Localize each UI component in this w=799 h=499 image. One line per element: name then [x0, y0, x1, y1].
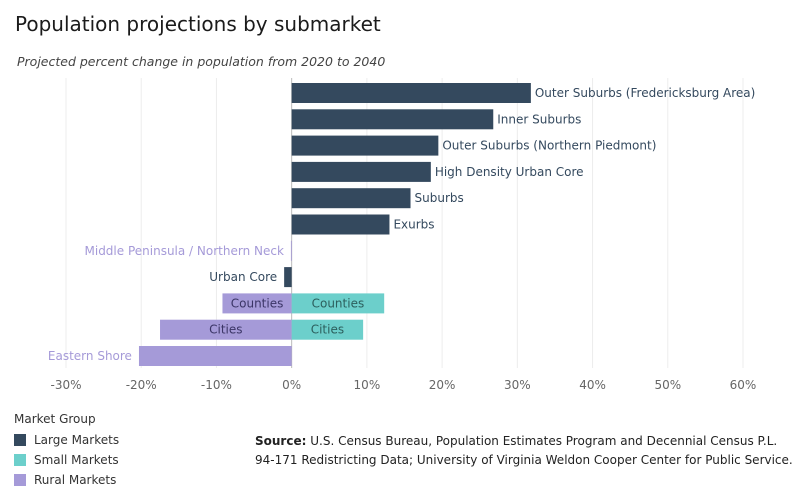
bar — [291, 293, 385, 314]
legend-item-rural-markets[interactable]: Rural Markets — [14, 470, 119, 490]
bar — [291, 214, 390, 235]
x-tick-label: 60% — [730, 378, 757, 392]
bar — [291, 83, 531, 103]
bar-label: Cities — [209, 323, 242, 337]
legend-label: Large Markets — [34, 433, 120, 447]
bar-label: Outer Suburbs (Fredericksburg Area) — [535, 86, 755, 100]
bar-label: Middle Peninsula / Northern Neck — [85, 244, 284, 258]
bar — [222, 293, 292, 314]
bar — [291, 135, 439, 156]
bar — [291, 188, 411, 209]
legend-title: Market Group — [14, 412, 96, 426]
bar — [291, 109, 494, 130]
chart-subtitle: Projected percent change in population f… — [17, 54, 386, 69]
bar — [291, 319, 364, 340]
bar-label: Counties — [231, 296, 284, 310]
x-tick-label: -30% — [50, 378, 81, 392]
x-tick-label: 10% — [354, 378, 381, 392]
legend-label: Rural Markets — [34, 473, 117, 487]
bar — [160, 319, 292, 340]
bar — [290, 240, 292, 261]
x-tick-label: 0% — [282, 378, 301, 392]
bar-chart: -30% -20% -10% 0% 10% 20% 30% 40% 50% 60% Outer Su… — [48, 78, 757, 392]
bar-label: Inner Suburbs — [497, 112, 581, 126]
bar-label: Cities — [311, 323, 344, 337]
bar-label: High Density Urban Core — [435, 165, 584, 179]
bar-label: Outer Suburbs (Northern Piedmont) — [442, 139, 656, 153]
source-note: Source: U.S. Census Bureau, Population E… — [255, 432, 795, 470]
x-tick-label: 20% — [429, 378, 456, 392]
x-tick-label: -10% — [201, 378, 232, 392]
bar-label: Suburbs — [415, 191, 464, 205]
bar-label: Urban Core — [209, 270, 277, 284]
legend-swatch — [14, 454, 26, 466]
x-tick-label: 40% — [579, 378, 606, 392]
legend-item-small-markets[interactable]: Small Markets — [14, 450, 119, 470]
bar-label: Exurbs — [393, 218, 434, 232]
legend-item-large-markets[interactable]: Large Markets — [14, 430, 119, 450]
legend: Market Group Large Markets Small Markets… — [14, 412, 119, 490]
bar-label: Counties — [312, 296, 365, 310]
x-tick-label: -20% — [126, 378, 157, 392]
bar — [291, 161, 431, 182]
bar — [138, 346, 292, 366]
legend-swatch — [14, 474, 26, 486]
source-text: U.S. Census Bureau, Population Estimates… — [255, 434, 793, 467]
bar — [284, 267, 292, 288]
source-label: Source: — [255, 434, 307, 448]
x-tick-label: 30% — [504, 378, 531, 392]
chart-title: Population projections by submarket — [15, 12, 381, 36]
legend-label: Small Markets — [34, 453, 119, 467]
x-tick-label: 50% — [654, 378, 681, 392]
legend-swatch — [14, 434, 26, 446]
bar-label: Eastern Shore — [48, 349, 132, 363]
